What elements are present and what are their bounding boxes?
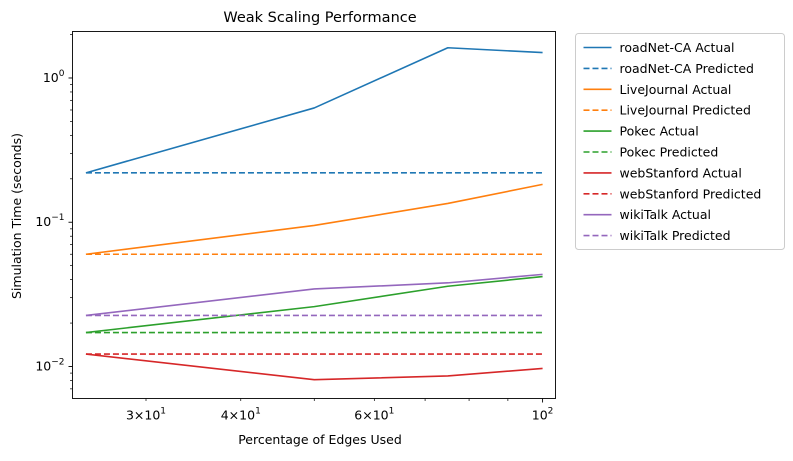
legend-label: roadNet-CA Actual <box>620 40 735 55</box>
legend-label: webStanford Predicted <box>620 186 762 201</box>
x-tick-label: 102 <box>532 407 554 423</box>
x-axis-label: Percentage of Edges Used <box>238 432 402 447</box>
legend-label: LiveJournal Actual <box>620 82 732 97</box>
legend-label: wikiTalk Predicted <box>620 228 731 243</box>
series-line-webstanford-actual <box>85 353 543 381</box>
series-line-pokec-actual <box>85 275 543 334</box>
legend-label: roadNet-CA Predicted <box>620 61 755 76</box>
y-tick-label: 10−2 <box>35 357 64 373</box>
legend-label: webStanford Actual <box>620 165 742 180</box>
legend-label: wikiTalk Actual <box>620 207 711 222</box>
plot-area-frame <box>72 31 556 399</box>
chart-title: Weak Scaling Performance <box>223 10 416 26</box>
series-line-wikitalk-actual <box>85 273 543 317</box>
x-tick-label: 4×101 <box>221 407 261 423</box>
legend-label: Pokec Predicted <box>620 145 719 160</box>
tick-layer: 102 3×101 4×101 6×101 10−2 10−1 100 <box>35 34 554 423</box>
y-tick-label: 10−1 <box>35 213 64 229</box>
legend-frame <box>575 33 785 250</box>
x-tick-label: 6×101 <box>354 407 394 423</box>
series-layer <box>85 46 543 381</box>
legend-label: LiveJournal Predicted <box>620 103 751 118</box>
series-line-livejournal-actual <box>85 183 543 256</box>
series-line-roadnet-ca-actual <box>85 46 543 174</box>
y-axis-label: Simulation Time (seconds) <box>9 133 24 299</box>
legend: roadNet-CA Actual roadNet-CA Predicted Liv… <box>575 33 785 250</box>
y-tick-label: 100 <box>43 69 65 85</box>
x-tick-label: 3×101 <box>126 407 166 423</box>
legend-label: Pokec Actual <box>620 124 699 139</box>
